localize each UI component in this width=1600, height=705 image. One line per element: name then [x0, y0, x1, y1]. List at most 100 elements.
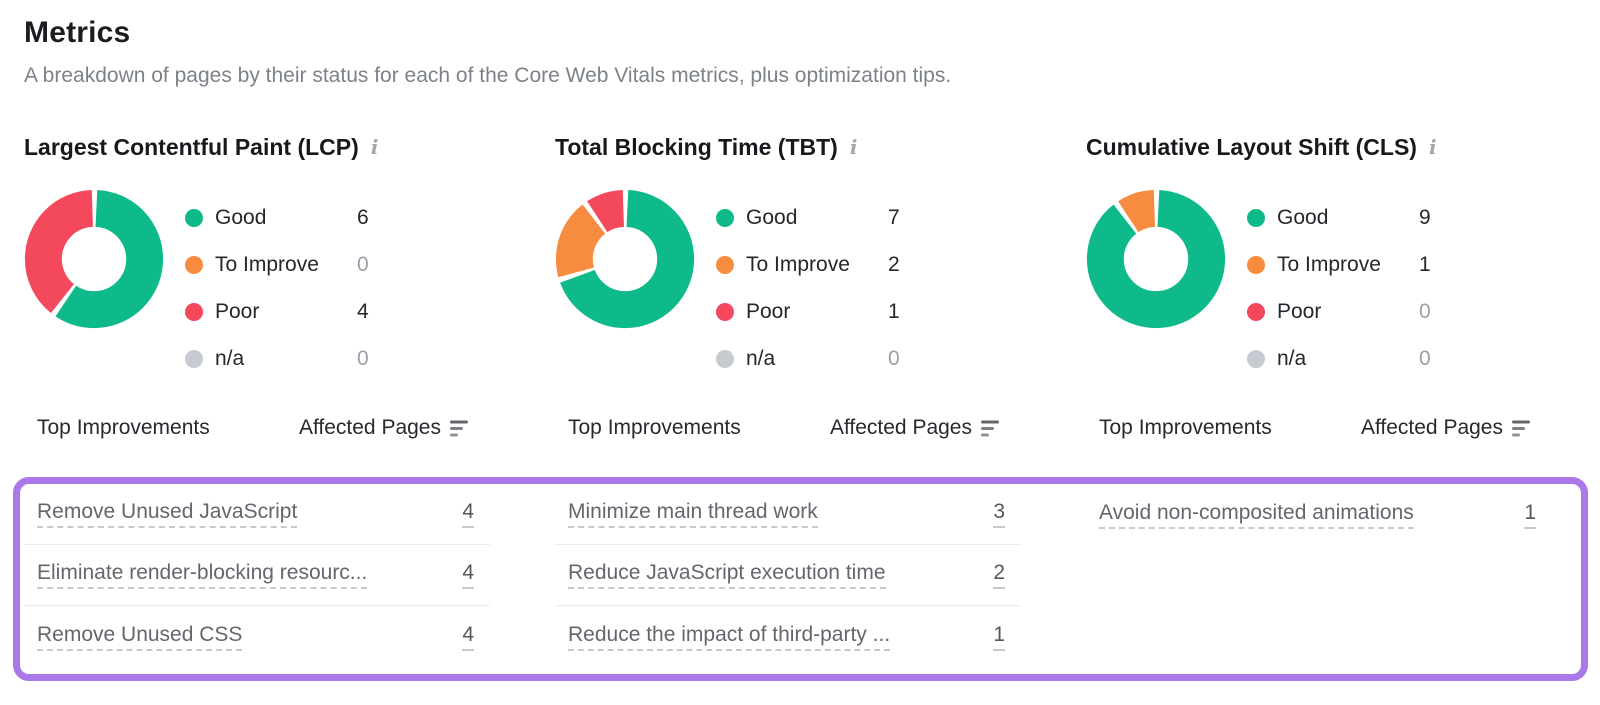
table-row: Minimize main thread work 3	[555, 484, 1021, 545]
legend-item-poor: Poor 1	[716, 288, 1021, 335]
lcp-title: Largest Contentful Paint (LCP) i	[24, 132, 490, 162]
improvement-link[interactable]: Minimize main thread work	[568, 500, 818, 528]
lcp-table-header: Top Improvements Affected Pages	[24, 413, 490, 443]
legend-value: 6	[357, 205, 369, 229]
lcp-improvements-table: Remove Unused JavaScript 4 Eliminate ren…	[24, 484, 490, 667]
legend-item-na: n/a 0	[1247, 335, 1552, 382]
metric-card-cls: Cumulative Layout Shift (CLS) i Good 9 T…	[1086, 132, 1552, 382]
page-title: Metrics	[24, 16, 131, 49]
improvement-link[interactable]: Remove Unused JavaScript	[37, 500, 298, 528]
legend-item-good: Good 9	[1247, 194, 1552, 241]
lcp-legend: Good 6 To Improve 0 Poor 4	[185, 189, 490, 382]
legend-item-to-improve: To Improve 0	[185, 241, 490, 288]
info-icon[interactable]: i	[370, 135, 379, 159]
na-dot-icon	[716, 349, 734, 368]
table-headers-row: Top Improvements Affected Pages Top Impr…	[24, 413, 1600, 443]
legend-value: 1	[888, 299, 900, 323]
affected-pages-header: Affected Pages	[1360, 416, 1503, 439]
legend-label: n/a	[215, 346, 245, 370]
info-icon[interactable]: i	[1428, 135, 1437, 159]
affected-pages-count-link[interactable]: 3	[993, 500, 1005, 528]
to-improve-dot-icon	[716, 255, 734, 274]
legend-item-good: Good 6	[185, 194, 490, 241]
affected-pages-sort-control[interactable]: Affected Pages	[830, 416, 1005, 440]
legend-label: To Improve	[746, 252, 850, 276]
poor-dot-icon	[716, 302, 734, 321]
legend-label: n/a	[1277, 346, 1307, 370]
table-row: Eliminate render-blocking resourc... 4	[24, 545, 490, 606]
improvement-link[interactable]: Reduce JavaScript execution time	[568, 561, 886, 589]
legend-value: 2	[888, 252, 900, 276]
improvement-link[interactable]: Avoid non-composited animations	[1099, 501, 1414, 529]
legend-label: Good	[746, 205, 798, 229]
metric-cards-row: Largest Contentful Paint (LCP) i Good 6 …	[24, 132, 1600, 382]
legend-item-to-improve: To Improve 1	[1247, 241, 1552, 288]
legend-item-to-improve: To Improve 2	[716, 241, 1021, 288]
top-improvements-header: Top Improvements	[568, 416, 741, 439]
legend-label: To Improve	[1277, 252, 1381, 276]
top-improvements-header: Top Improvements	[1099, 416, 1272, 439]
na-dot-icon	[1247, 349, 1265, 368]
info-icon[interactable]: i	[849, 135, 858, 159]
top-improvements-header: Top Improvements	[37, 416, 210, 439]
legend-value: 4	[357, 299, 369, 323]
legend-value: 0	[1419, 346, 1431, 370]
poor-dot-icon	[185, 302, 203, 321]
legend-value: 7	[888, 205, 900, 229]
good-dot-icon	[1247, 208, 1265, 227]
sort-descending-icon	[450, 420, 468, 436]
lcp-title-text: Largest Contentful Paint (LCP)	[24, 134, 359, 160]
legend-value: 0	[1419, 299, 1431, 323]
affected-pages-count-link[interactable]: 4	[462, 500, 474, 528]
affected-pages-count-link[interactable]: 4	[462, 623, 474, 651]
table-row: Remove Unused JavaScript 4	[24, 484, 490, 545]
table-row: Reduce the impact of third-party ... 1	[555, 606, 1021, 667]
highlight-annotation-box: Remove Unused JavaScript 4 Eliminate ren…	[13, 477, 1588, 681]
table-row: Remove Unused CSS 4	[24, 606, 490, 667]
legend-item-na: n/a 0	[185, 335, 490, 382]
good-dot-icon	[185, 208, 203, 227]
to-improve-dot-icon	[185, 255, 203, 274]
cls-legend: Good 9 To Improve 1 Poor 0	[1247, 189, 1552, 382]
legend-label: To Improve	[215, 252, 319, 276]
affected-pages-header: Affected Pages	[829, 416, 972, 439]
affected-pages-count-link[interactable]: 1	[1524, 501, 1536, 529]
tbt-donut-chart	[555, 189, 695, 329]
legend-label: Poor	[746, 299, 791, 323]
legend-label: Poor	[1277, 299, 1322, 323]
affected-pages-count-link[interactable]: 2	[993, 561, 1005, 589]
sort-descending-icon	[981, 420, 999, 436]
good-dot-icon	[716, 208, 734, 227]
legend-label: Poor	[215, 299, 260, 323]
affected-pages-sort-control[interactable]: Affected Pages	[1361, 416, 1536, 440]
affected-pages-sort-control[interactable]: Affected Pages	[299, 416, 474, 440]
page-subtitle: A breakdown of pages by their status for…	[24, 64, 952, 87]
tbt-chart-row: Good 7 To Improve 2 Poor 1	[555, 189, 1021, 382]
legend-value: 0	[357, 346, 369, 370]
lcp-donut-chart	[24, 189, 164, 329]
legend-value: 0	[357, 252, 369, 276]
tbt-title: Total Blocking Time (TBT) i	[555, 132, 1021, 162]
na-dot-icon	[185, 349, 203, 368]
tbt-improvements-table: Minimize main thread work 3 Reduce JavaS…	[555, 484, 1021, 667]
legend-label: Good	[215, 205, 267, 229]
tbt-legend: Good 7 To Improve 2 Poor 1	[716, 189, 1021, 382]
improvement-link[interactable]: Remove Unused CSS	[37, 623, 243, 651]
affected-pages-header: Affected Pages	[298, 416, 441, 439]
lcp-chart-row: Good 6 To Improve 0 Poor 4	[24, 189, 490, 382]
table-row: Avoid non-composited animations 1	[1086, 484, 1552, 545]
improvement-link[interactable]: Reduce the impact of third-party ...	[568, 623, 891, 651]
metric-card-lcp: Largest Contentful Paint (LCP) i Good 6 …	[24, 132, 490, 382]
cls-title-text: Cumulative Layout Shift (CLS)	[1086, 134, 1417, 160]
improvement-tables-row: Remove Unused JavaScript 4 Eliminate ren…	[20, 484, 1581, 667]
sort-descending-icon	[1512, 420, 1530, 436]
improvement-link[interactable]: Eliminate render-blocking resourc...	[37, 561, 368, 589]
legend-value: 1	[1419, 252, 1431, 276]
cls-chart-row: Good 9 To Improve 1 Poor 0	[1086, 189, 1552, 382]
legend-item-poor: Poor 0	[1247, 288, 1552, 335]
affected-pages-count-link[interactable]: 1	[993, 623, 1005, 651]
tbt-title-text: Total Blocking Time (TBT)	[555, 134, 838, 160]
affected-pages-count-link[interactable]: 4	[462, 561, 474, 589]
to-improve-dot-icon	[1247, 255, 1265, 274]
